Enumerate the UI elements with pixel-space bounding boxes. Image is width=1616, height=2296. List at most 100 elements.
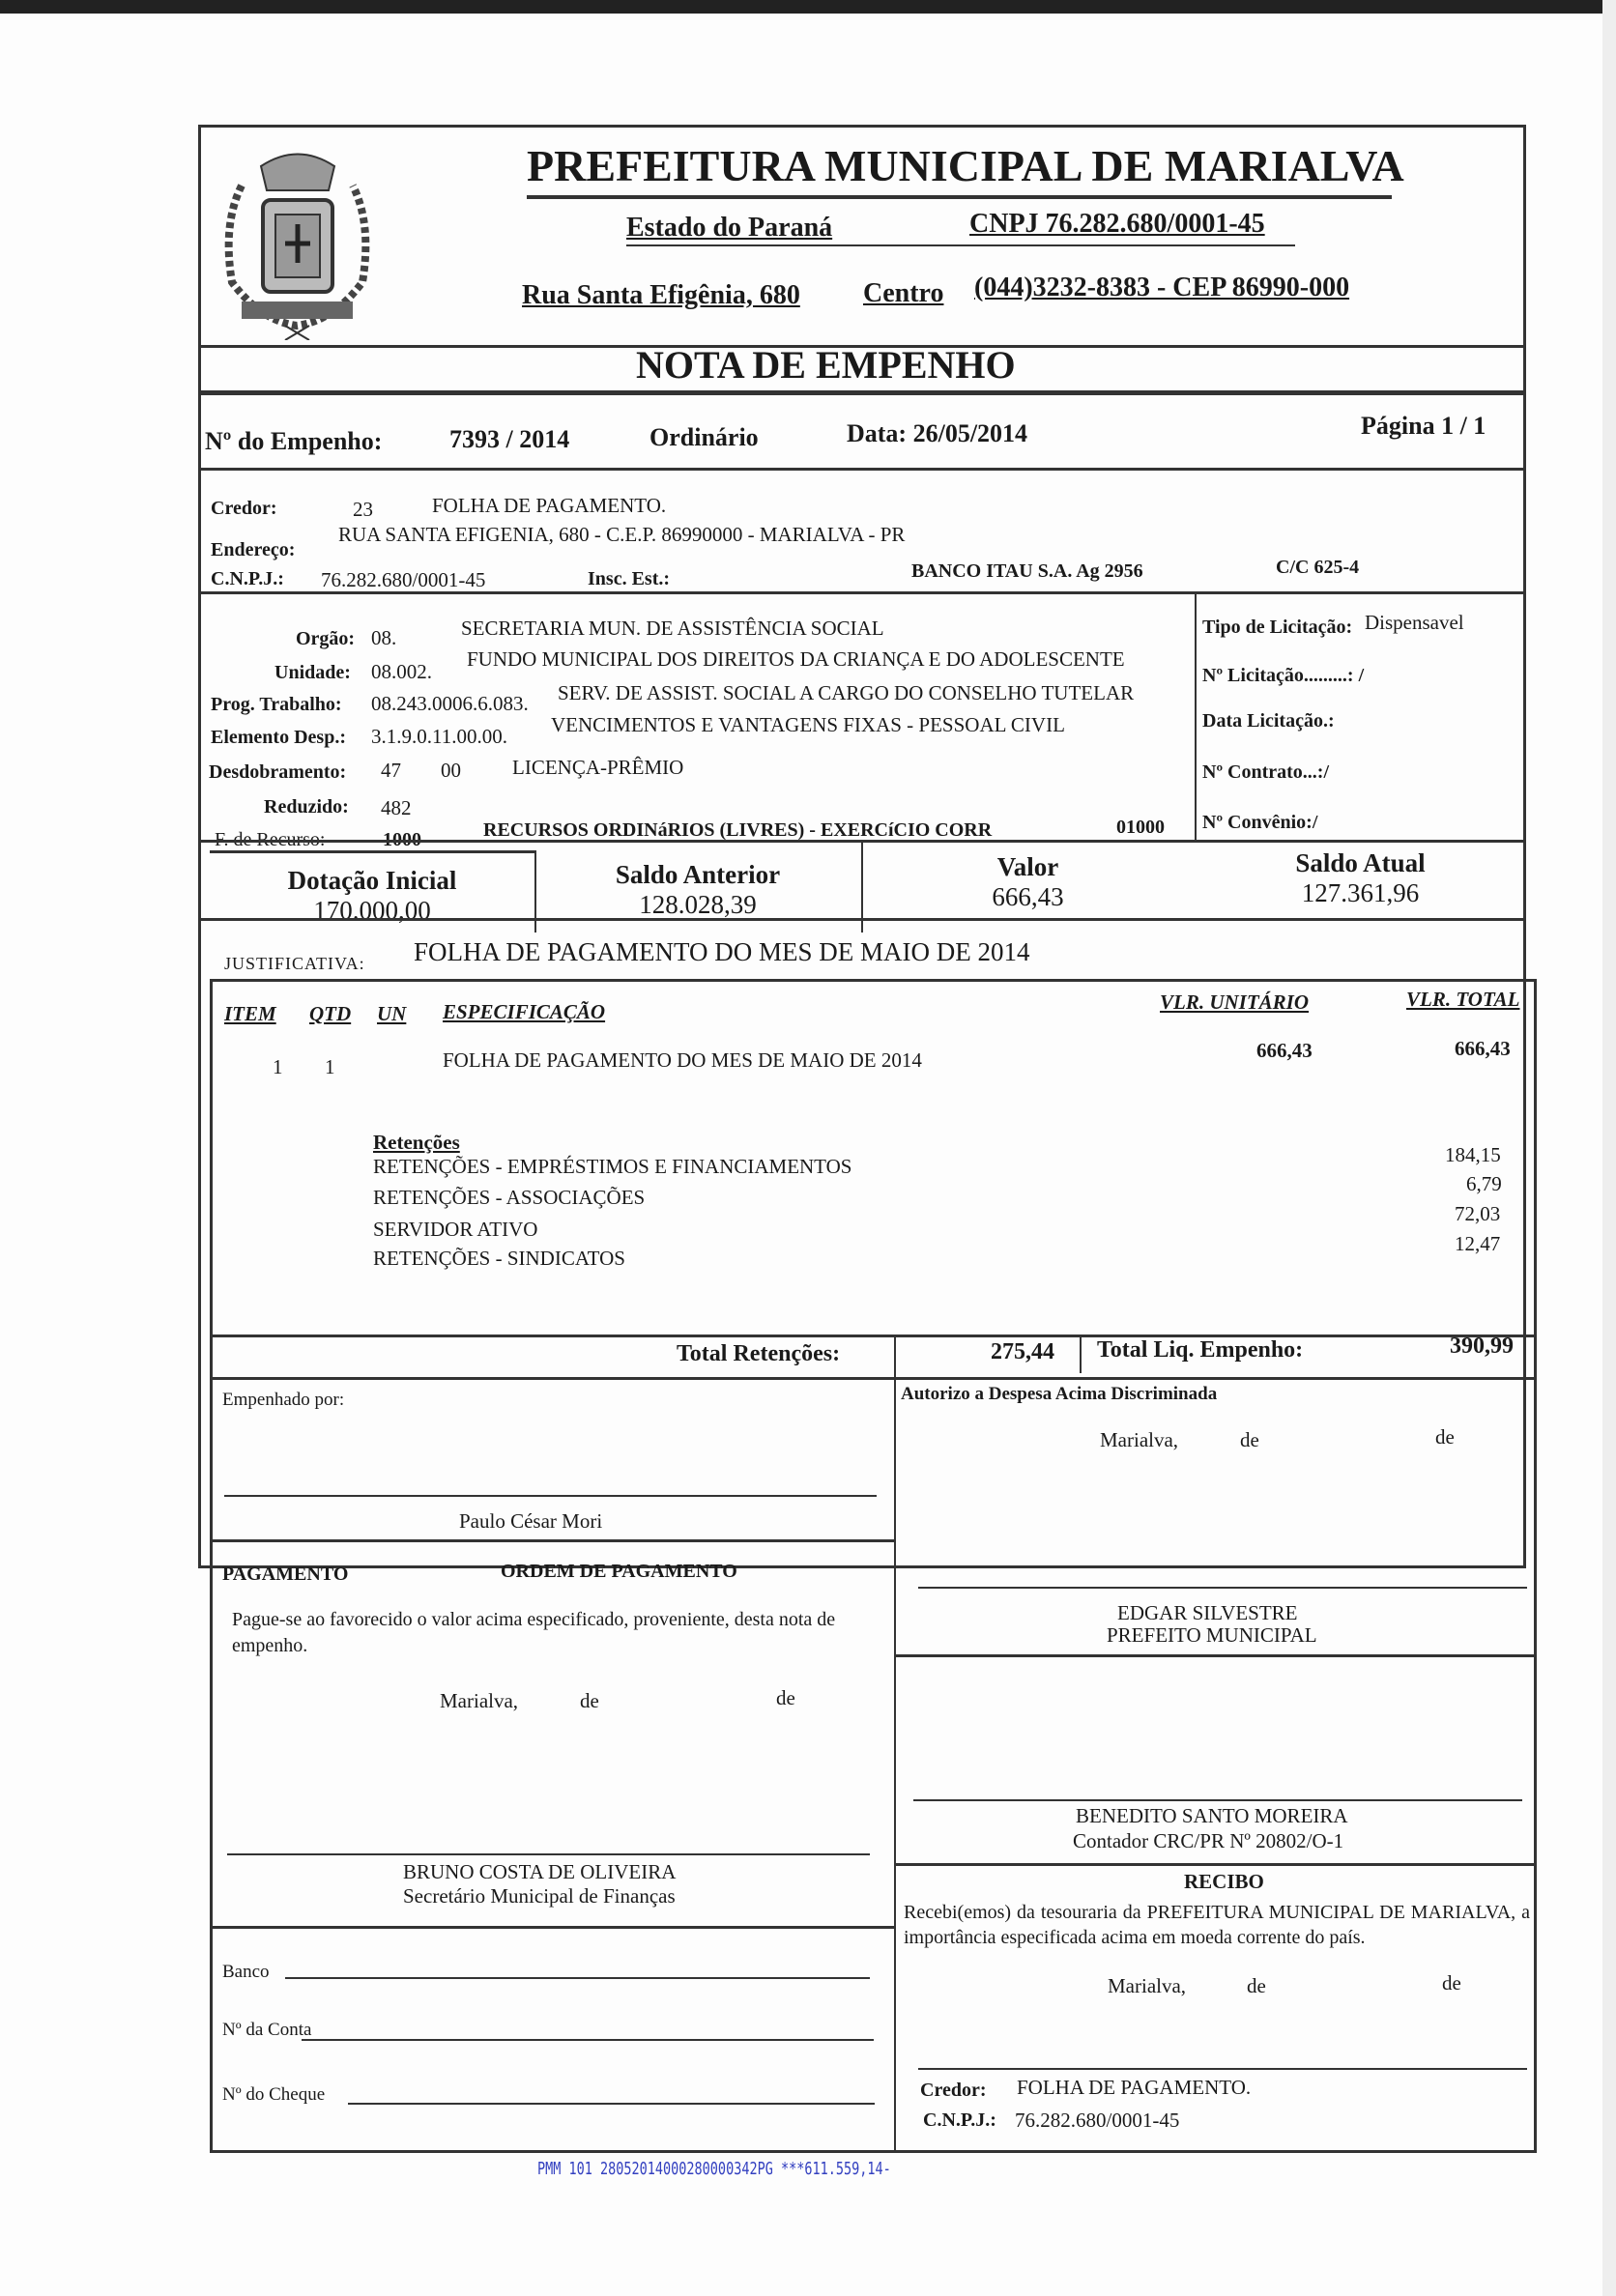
divider [894, 1335, 896, 2151]
recibo-cnpj-value: 76.282.680/0001-45 [1015, 2109, 1180, 2132]
saldo-label: Dotação Inicial [287, 866, 457, 895]
date-de: de [1442, 1971, 1461, 1995]
empenhado-por-label: Empenhado por: [222, 1390, 345, 1410]
col-qtd: QTD [309, 1002, 352, 1025]
tipo-licitacao-label: Tipo de Licitação: [1202, 617, 1353, 638]
divider [894, 1863, 1537, 1866]
signature-line [918, 2068, 1527, 2070]
total-liquido-value: 390,99 [1450, 1334, 1514, 1359]
justificativa-text: FOLHA DE PAGAMENTO DO MES DE MAIO DE 201… [414, 937, 1030, 966]
retencao-label: RETENÇÕES - EMPRÉSTIMOS E FINANCIAMENTOS [373, 1155, 852, 1178]
saldo-value: 666,43 [992, 882, 1064, 911]
licitacao-date: Data Licitação.: [1202, 710, 1335, 732]
recibo-credor-value: FOLHA DE PAGAMENTO. [1017, 2076, 1252, 2099]
date-place: Marialva, [1100, 1428, 1179, 1451]
desdobramento-sub: 00 [441, 759, 461, 782]
secretario-role: Secretário Municipal de Finanças [403, 1884, 676, 1908]
state-underline [626, 244, 1295, 246]
saldo-label: Saldo Atual [1295, 848, 1426, 877]
desdobramento-value: LICENÇA-PRÊMIO [512, 756, 684, 779]
recibo-title: RECIBO [1184, 1870, 1264, 1893]
divider [1080, 1335, 1082, 1373]
recibo-cnpj-label: C.N.P.J.: [923, 2109, 996, 2131]
date-place: Marialva, [440, 1689, 519, 1712]
retencao-label: RETENÇÕES - ASSOCIAÇÕES [373, 1186, 646, 1209]
unidade-value: FUNDO MUNICIPAL DOS DIREITOS DA CRIANÇA … [467, 647, 1125, 671]
divider [198, 918, 1526, 921]
row-item: 1 [273, 1055, 283, 1078]
divider [861, 843, 863, 933]
document-title: NOTA DE EMPENHO [636, 343, 1016, 387]
retencoes-title: Retenções [373, 1131, 460, 1154]
reduzido-label: Reduzido: [264, 796, 349, 818]
col-un: UN [377, 1002, 407, 1025]
prog-trabalho-label: Prog. Trabalho: [211, 694, 342, 715]
credor-cnpj-label: C.N.P.J.: [211, 568, 284, 589]
header-cnpj: CNPJ 76.282.680/0001-45 [969, 209, 1265, 239]
contador-role: Contador CRC/PR Nº 20802/O-1 [1073, 1829, 1344, 1852]
elemento-label: Elemento Desp.: [211, 727, 346, 748]
row-valor-unitario: 666,43 [1256, 1039, 1313, 1062]
banco-field[interactable] [285, 1977, 870, 1979]
credor-code: 23 [353, 498, 373, 521]
col-item: ITEM [224, 1002, 276, 1025]
date-place: Marialva, [1108, 1974, 1187, 1997]
retencao-value: 6,79 [1466, 1172, 1502, 1195]
col-valor-total: VLR. TOTAL [1406, 988, 1520, 1011]
saldo-value: 128.028,39 [639, 890, 757, 919]
date-de: de [1247, 1974, 1266, 1997]
saldo-value: 127.361,96 [1301, 878, 1420, 907]
credor-cnpj: 76.282.680/0001-45 [321, 568, 486, 591]
divider [1195, 591, 1197, 843]
desdobramento-label: Desdobramento: [209, 761, 347, 783]
divider [210, 1335, 1537, 1337]
credor-account: C/C 625-4 [1276, 557, 1360, 578]
credor-label: Credor: [211, 498, 277, 519]
saldo-value: 170.000,00 [313, 896, 431, 925]
conta-field[interactable] [302, 2039, 874, 2041]
divider [894, 1654, 1537, 1657]
total-retencoes-label: Total Retenções: [677, 1341, 841, 1366]
contrato-number: Nº Contrato...:/ [1202, 761, 1330, 783]
insc-est-label: Insc. Est.: [588, 568, 671, 589]
divider [210, 1926, 894, 1929]
endereco-label: Endereço: [211, 539, 296, 560]
col-valor-unitario: VLR. UNITÁRIO [1160, 990, 1310, 1014]
desdobramento-code: 47 [381, 759, 401, 782]
date-de: de [1435, 1425, 1455, 1449]
retencao-label: RETENÇÕES - SINDICATOS [373, 1247, 625, 1270]
secretario-name: BRUNO COSTA DE OLIVEIRA [403, 1860, 677, 1883]
retencao-value: 184,15 [1445, 1143, 1501, 1166]
row-valor-total: 666,43 [1455, 1037, 1511, 1060]
orgao-value: SECRETARIA MUN. DE ASSISTÊNCIA SOCIAL [461, 617, 884, 640]
saldo-dotacao-inicial: Dotação Inicial 170.000,00 [210, 866, 534, 926]
date-de: de [1240, 1428, 1259, 1451]
prog-trabalho-code: 08.243.0006.6.083. [371, 692, 529, 715]
cheque-field[interactable] [348, 2103, 875, 2105]
empenho-number: 7393 / 2014 [449, 425, 570, 453]
row-qtd: 1 [325, 1055, 335, 1078]
total-retencoes-value: 275,44 [991, 1339, 1054, 1364]
autorizo-title: Autorizo a Despesa Acima Discriminada [901, 1384, 1218, 1404]
recurso-value: RECURSOS ORDINáRIOS (LIVRES) - EXERCíCIO… [483, 819, 993, 841]
licitacao-number: Nº Licitação.........: / [1202, 665, 1365, 686]
orgao-code: 08. [371, 626, 397, 649]
convenio-number: Nº Convênio:/ [1202, 812, 1318, 833]
empenho-type: Ordinário [649, 423, 759, 451]
ordem-pagamento-text: Pague-se ao favorecido o valor acima esp… [232, 1609, 836, 1656]
cheque-label: Nº do Cheque [222, 2084, 326, 2105]
retencao-value: 72,03 [1455, 1202, 1501, 1225]
empenho-number-label: Nº do Empenho: [205, 427, 383, 455]
elemento-code: 3.1.9.0.11.00.00. [371, 725, 507, 748]
ordem-pagamento-title: ORDEM DE PAGAMENTO [501, 1561, 737, 1582]
header-state: Estado do Paraná [626, 213, 833, 243]
page-number: Página 1 / 1 [1361, 412, 1486, 440]
credor-name: FOLHA DE PAGAMENTO. [432, 494, 667, 517]
prog-trabalho-value: SERV. DE ASSIST. SOCIAL A CARGO DO CONSE… [558, 681, 1135, 704]
tipo-licitacao-value: Dispensavel [1365, 611, 1464, 634]
divider [198, 591, 1526, 594]
banco-label: Banco [222, 1962, 270, 1982]
authentication-stamp: PMM 101 28052014000280000342PG ***611.55… [537, 2159, 891, 2179]
prefeito-name: EDGAR SILVESTRE [1117, 1601, 1298, 1624]
signature-line [224, 1495, 877, 1497]
